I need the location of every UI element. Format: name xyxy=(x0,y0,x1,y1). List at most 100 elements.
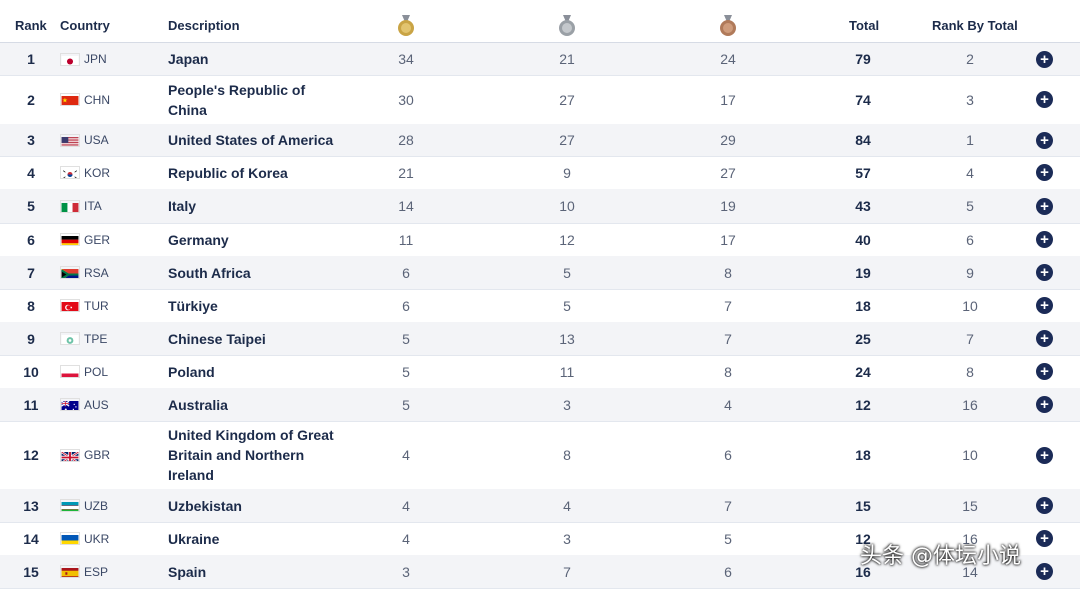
rank-cell: 2 xyxy=(14,90,48,110)
gold-medal-icon[interactable] xyxy=(397,15,415,37)
rank-by-total: 9 xyxy=(940,263,1000,283)
flag-uzb-icon xyxy=(60,499,80,512)
expand-row-icon[interactable]: + xyxy=(1036,264,1053,281)
expand-row-icon[interactable]: + xyxy=(1036,330,1053,347)
flag-tur-icon xyxy=(60,299,80,312)
country-name[interactable]: South Africa xyxy=(168,263,343,283)
country-name[interactable]: Uzbekistan xyxy=(168,496,343,516)
expand-row-icon[interactable]: + xyxy=(1036,497,1053,514)
rank-by-total: 10 xyxy=(940,296,1000,316)
country-name[interactable]: United States of America xyxy=(168,130,343,150)
gold-count: 5 xyxy=(376,329,436,349)
country-code: CHN xyxy=(84,90,110,110)
bronze-medal-icon[interactable] xyxy=(719,15,737,37)
expand-row-icon[interactable]: + xyxy=(1036,447,1053,464)
expand-row-icon[interactable]: + xyxy=(1036,396,1053,413)
bronze-count: 7 xyxy=(698,496,758,516)
rank-by-total: 5 xyxy=(940,196,1000,216)
silver-count: 5 xyxy=(537,296,597,316)
country-name[interactable]: Australia xyxy=(168,395,343,415)
country-name[interactable]: Türkiye xyxy=(168,296,343,316)
country-name-line: Republic of Korea xyxy=(168,163,343,183)
silver-medal-icon[interactable] xyxy=(558,15,576,37)
flag-ukr-icon xyxy=(60,532,80,545)
country-header[interactable]: Country xyxy=(60,18,110,33)
country-name-line: People's Republic of xyxy=(168,80,343,100)
watermark: 头条 @体坛小说 xyxy=(860,538,1021,570)
gold-count: 4 xyxy=(376,445,436,465)
rank-by-total-header[interactable]: Rank By Total xyxy=(932,18,1018,33)
gold-count: 11 xyxy=(376,230,436,250)
gold-count: 4 xyxy=(376,496,436,516)
country-name-line: China xyxy=(168,100,343,120)
silver-count: 8 xyxy=(537,445,597,465)
bronze-count: 17 xyxy=(698,230,758,250)
country-name-line: South Africa xyxy=(168,263,343,283)
gold-count: 21 xyxy=(376,163,436,183)
silver-count: 3 xyxy=(537,395,597,415)
rank-cell: 11 xyxy=(14,395,48,415)
country-name[interactable]: Spain xyxy=(168,562,343,582)
flag-esp-icon xyxy=(60,565,80,578)
expand-row-icon[interactable]: + xyxy=(1036,563,1053,580)
country-name[interactable]: Chinese Taipei xyxy=(168,329,343,349)
country-name[interactable]: Ukraine xyxy=(168,529,343,549)
rank-cell: 12 xyxy=(14,445,48,465)
country-code: ESP xyxy=(84,562,108,582)
gold-count: 30 xyxy=(376,90,436,110)
country-name[interactable]: Italy xyxy=(168,196,343,216)
rank-cell: 8 xyxy=(14,296,48,316)
country-name[interactable]: Republic of Korea xyxy=(168,163,343,183)
description-header[interactable]: Description xyxy=(168,18,240,33)
country-code: TPE xyxy=(84,329,107,349)
expand-row-icon[interactable]: + xyxy=(1036,198,1053,215)
country-code: TUR xyxy=(84,296,109,316)
bronze-count: 7 xyxy=(698,329,758,349)
total-header[interactable]: Total xyxy=(849,18,879,33)
silver-count: 7 xyxy=(537,562,597,582)
country-name-line: Türkiye xyxy=(168,296,343,316)
country-code: UKR xyxy=(84,529,109,549)
expand-row-icon[interactable]: + xyxy=(1036,363,1053,380)
country-name-line: Ukraine xyxy=(168,529,343,549)
expand-row-icon[interactable]: + xyxy=(1036,297,1053,314)
total-count: 18 xyxy=(833,296,893,316)
silver-count: 4 xyxy=(537,496,597,516)
rank-header[interactable]: Rank xyxy=(15,18,47,33)
total-count: 19 xyxy=(833,263,893,283)
rank-cell: 15 xyxy=(14,562,48,582)
country-name[interactable]: Japan xyxy=(168,49,343,69)
gold-count: 6 xyxy=(376,296,436,316)
rank-by-total: 2 xyxy=(940,49,1000,69)
rank-cell: 6 xyxy=(14,230,48,250)
total-count: 24 xyxy=(833,362,893,382)
rank-cell: 5 xyxy=(14,196,48,216)
country-name[interactable]: Germany xyxy=(168,230,343,250)
flag-gbr-icon xyxy=(60,449,80,462)
expand-row-icon[interactable]: + xyxy=(1036,51,1053,68)
silver-count: 12 xyxy=(537,230,597,250)
expand-row-icon[interactable]: + xyxy=(1036,132,1053,149)
expand-row-icon[interactable]: + xyxy=(1036,231,1053,248)
expand-row-icon[interactable]: + xyxy=(1036,164,1053,181)
table-header: Rank Country Description Total Rank By T… xyxy=(0,0,1080,43)
bronze-count: 8 xyxy=(698,263,758,283)
expand-row-icon[interactable]: + xyxy=(1036,91,1053,108)
expand-row-icon[interactable]: + xyxy=(1036,530,1053,547)
country-name[interactable]: Poland xyxy=(168,362,343,382)
